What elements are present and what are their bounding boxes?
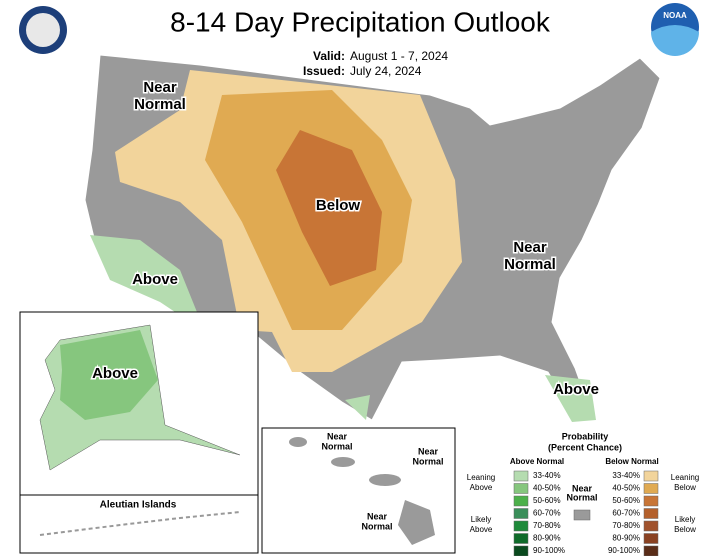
legend-heading: Above Normal: [510, 457, 564, 466]
legend-group: Below: [674, 483, 696, 492]
region-label: Above: [92, 365, 138, 382]
legend-label: 50-60%: [533, 496, 561, 505]
region-label: Below: [316, 197, 361, 214]
region-label: Normal: [504, 256, 556, 273]
aleutian-label: Aleutian Islands: [100, 500, 177, 511]
hawaii-label: Near: [327, 431, 348, 441]
legend-group: Leaning: [467, 473, 495, 482]
legend-swatch: [643, 483, 659, 494]
legend-group: Above: [470, 483, 493, 492]
legend-label: 33-40%: [612, 471, 640, 480]
legend-swatch: [643, 495, 659, 507]
legend-swatch: [513, 533, 529, 544]
maui: [369, 474, 401, 486]
legend-swatch: [643, 508, 659, 519]
legend-swatch: [643, 520, 659, 532]
legend-heading: Below Normal: [605, 457, 658, 466]
legend-label: 70-80%: [533, 521, 561, 530]
legend-label: 80-90%: [533, 534, 561, 543]
below-50-area: [276, 130, 382, 286]
legend-label: 90-100%: [608, 546, 640, 555]
noaa-wave: [651, 25, 699, 56]
valid-date: August 1 - 7, 2024: [350, 49, 448, 63]
title: 8-14 Day Precipitation Outlook: [170, 6, 551, 37]
legend-group: Below: [674, 525, 696, 534]
legend-swatch: [513, 520, 529, 532]
issued-date: July 24, 2024: [350, 64, 422, 78]
legend-swatch: [513, 545, 529, 556]
legend-label: 40-50%: [533, 484, 561, 493]
noaa-text: NOAA: [663, 11, 687, 20]
legend-label: 80-90%: [612, 534, 640, 543]
kauai: [289, 437, 307, 447]
region-label: Above: [553, 381, 599, 398]
aleutian-chain: [39, 511, 241, 536]
hawaii-label: Normal: [361, 521, 392, 531]
above-fl-area: [545, 375, 596, 422]
issued-label: Issued:: [303, 64, 345, 78]
legend-near: Near: [572, 483, 593, 493]
legend-swatch: [513, 508, 529, 519]
legend-label: 40-50%: [612, 484, 640, 493]
above-sw-area: [90, 235, 205, 332]
legend-label: 60-70%: [533, 509, 561, 518]
legend-group: Above: [470, 525, 493, 534]
region-label: Normal: [134, 96, 186, 113]
oahu: [331, 457, 355, 467]
region-label: Near: [143, 79, 177, 96]
legend-near: Normal: [566, 492, 597, 502]
above-tx-area: [345, 395, 370, 420]
legend-swatch: [513, 483, 529, 494]
legend-title: (Percent Chance): [548, 442, 622, 452]
legend-label: 90-100%: [533, 546, 565, 555]
legend-swatch: [513, 495, 529, 507]
legend-label: 70-80%: [612, 521, 640, 530]
hawaii-label: Near: [418, 446, 439, 456]
alaska-above-area: [60, 330, 158, 420]
doc-seal-inner: [26, 13, 60, 47]
legend-swatch: [643, 533, 659, 544]
legend-label: 33-40%: [533, 471, 561, 480]
legend-label: 60-70%: [612, 509, 640, 518]
legend-group: Leaning: [671, 473, 699, 482]
hawaii-label: Normal: [321, 441, 352, 451]
hawaii-label: Near: [367, 511, 388, 521]
aleutian-inset: [19, 494, 259, 554]
legend-title: Probability: [562, 431, 609, 441]
valid-label: Valid:: [313, 49, 345, 63]
legend-swatch: [513, 470, 529, 482]
legend-label: 50-60%: [612, 496, 640, 505]
hawaii-label: Normal: [412, 456, 443, 466]
legend-swatch: [643, 470, 659, 482]
region-label: Above: [132, 271, 178, 288]
big-island: [398, 500, 435, 545]
legend-swatch: [643, 545, 659, 556]
legend-group: Likely: [471, 515, 491, 524]
legend-swatch: [573, 509, 591, 521]
region-label: Near: [513, 239, 547, 256]
legend-group: Likely: [675, 515, 695, 524]
